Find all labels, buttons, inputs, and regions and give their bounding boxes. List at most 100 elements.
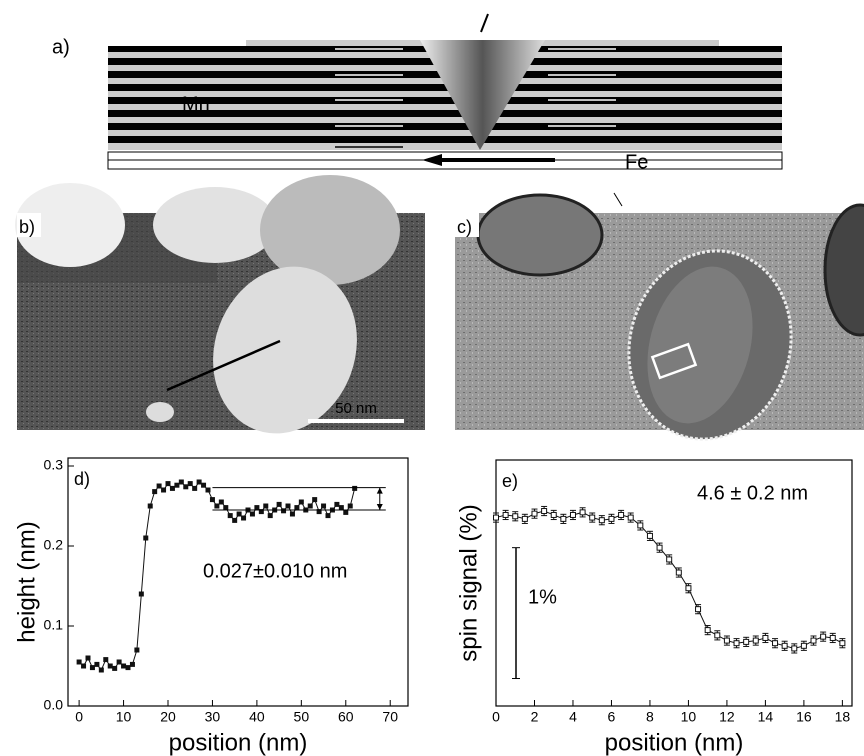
data-point	[98, 667, 104, 673]
data-point	[714, 632, 721, 639]
x-tick-label: 6	[608, 709, 616, 725]
data-point	[723, 637, 730, 644]
panel-label: e)	[502, 471, 518, 491]
data-point	[205, 487, 211, 493]
data-point	[147, 503, 153, 509]
fe-label: Fe	[625, 151, 648, 173]
island	[213, 266, 357, 434]
data-point	[521, 515, 528, 522]
data-point	[134, 647, 140, 653]
island-half	[647, 266, 753, 424]
panel-label: a)	[52, 36, 70, 58]
stripes	[108, 40, 782, 150]
data-point	[76, 659, 82, 665]
label-bg	[455, 213, 479, 237]
data-point	[81, 663, 87, 669]
data-point	[218, 499, 224, 505]
x-tick-label: 0	[492, 709, 500, 725]
data-point	[685, 585, 692, 592]
data-point	[249, 511, 255, 517]
data-point	[178, 479, 184, 485]
data-point	[791, 645, 798, 652]
stripe	[108, 123, 782, 130]
pointer-arrow	[480, 13, 489, 33]
data-point	[276, 501, 282, 507]
data-point	[89, 665, 95, 671]
y-tick-label: 0.1	[44, 617, 64, 633]
stripe	[108, 84, 782, 91]
x-axis-label: position (nm)	[169, 729, 308, 756]
data-point	[829, 634, 836, 641]
data-point	[316, 509, 322, 515]
x-tick-label: 8	[646, 709, 654, 725]
panel-label: d)	[74, 469, 90, 489]
plot-frame	[495, 459, 853, 707]
y-tick-label: 0.0	[44, 697, 64, 713]
x-tick-label: 2	[531, 709, 539, 725]
data-point	[227, 513, 233, 519]
data-point	[285, 503, 291, 509]
x-tick-label: 20	[160, 709, 176, 725]
data-point	[752, 637, 759, 644]
data-point	[152, 489, 158, 495]
data-point	[289, 511, 295, 517]
data-point	[85, 655, 91, 661]
data-point	[232, 517, 238, 523]
data-point	[169, 485, 175, 491]
panel-label: c)	[457, 217, 472, 237]
x-tick-label: 10	[116, 709, 132, 725]
data-point	[241, 515, 247, 521]
panel-c: c)	[455, 192, 864, 441]
island	[476, 193, 604, 277]
data-point	[192, 485, 198, 491]
island	[146, 402, 174, 422]
island	[153, 187, 277, 263]
data-point	[781, 642, 788, 649]
x-tick-label: 10	[681, 709, 697, 725]
data-point	[598, 517, 605, 524]
data-point	[800, 642, 807, 649]
data-point	[569, 511, 576, 518]
panel-b: 50 nm b)	[15, 175, 425, 434]
data-point	[267, 513, 273, 519]
stripe	[108, 97, 782, 104]
region-box	[650, 342, 698, 380]
data-point	[165, 481, 171, 487]
plot-frame	[67, 457, 409, 707]
data-point	[618, 511, 625, 518]
data-point	[343, 509, 349, 515]
data-point	[589, 514, 596, 521]
data-point	[174, 482, 180, 488]
data-point	[112, 665, 118, 671]
data-point	[646, 532, 653, 539]
data-point	[103, 657, 109, 663]
data-point	[138, 591, 144, 597]
x-tick-label: 18	[835, 709, 851, 725]
data-point	[637, 522, 644, 529]
mn-label: Mn	[182, 93, 210, 115]
data-point	[512, 513, 519, 520]
island	[823, 203, 864, 337]
data-point	[772, 640, 779, 647]
data-point	[129, 661, 135, 667]
x-tick-label: 60	[338, 709, 354, 725]
data-point	[161, 487, 167, 493]
data-point	[125, 665, 131, 671]
data-point	[263, 503, 269, 509]
y-axis-label: spin signal (%)	[455, 504, 482, 661]
data-point	[312, 497, 318, 503]
data-point	[187, 481, 193, 487]
data-point	[839, 640, 846, 647]
data-point	[236, 511, 242, 517]
domain-wall	[420, 40, 545, 150]
data-point	[258, 509, 264, 515]
data-point	[196, 479, 202, 485]
arrows-dark	[335, 61, 616, 148]
data-point	[121, 663, 127, 669]
data-point	[254, 505, 260, 511]
arrows-left	[335, 48, 616, 127]
data-point	[183, 484, 189, 490]
data-point	[143, 535, 149, 541]
annotation: 0.027±0.010 nm	[203, 560, 347, 582]
